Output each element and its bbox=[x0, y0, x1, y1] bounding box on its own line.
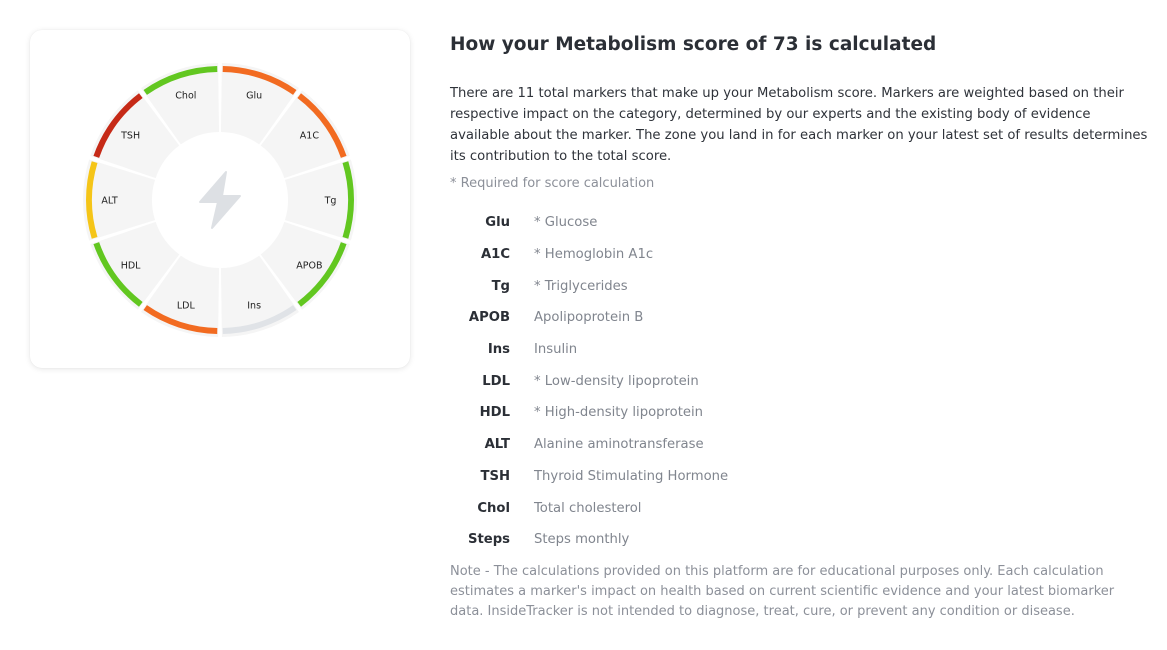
score-explanation-panel: How your Metabolism score of 73 is calcu… bbox=[450, 30, 1150, 622]
wheel-label-tg: Tg bbox=[324, 196, 337, 207]
wheel-zone-arc-apob bbox=[297, 242, 347, 307]
list-item: LDL * Low-density lipoprotein bbox=[450, 365, 1150, 397]
disclaimer-note: Note - The calculations provided on this… bbox=[450, 563, 1115, 619]
wheel-segment-a1c bbox=[260, 90, 350, 179]
marker-name: * High-density lipoprotein bbox=[534, 405, 704, 421]
marker-list: Glu * Glucose A1C * Hemoglobin A1c Tg * … bbox=[450, 207, 1150, 556]
marker-abbr: Glu bbox=[485, 215, 510, 231]
marker-name: * Triglycerides bbox=[534, 278, 628, 294]
wheel-zone-arc-tsh bbox=[93, 93, 143, 158]
wheel-label-chol: Chol bbox=[175, 90, 196, 101]
marker-name: Thyroid Stimulating Hormone bbox=[534, 468, 729, 484]
wheel-zone-arc-ins bbox=[222, 305, 297, 334]
marker-abbr: Tg bbox=[491, 278, 510, 294]
marker-abbr: ALT bbox=[484, 437, 510, 453]
marker-abbr: Chol bbox=[477, 500, 510, 516]
marker-name: Insulin bbox=[534, 342, 578, 358]
score-wheel-card: Glu A1C Tg APOB Ins LDL HDL ALT TSH Chol bbox=[30, 30, 410, 368]
wheel-label-glu: Glu bbox=[246, 90, 262, 101]
marker-abbr: Ins bbox=[487, 342, 510, 358]
marker-name: * Hemoglobin A1c bbox=[534, 247, 654, 263]
score-description: There are 11 total markers that make up … bbox=[450, 86, 1148, 164]
wheel-zone-arc-hdl bbox=[93, 242, 143, 307]
marker-name: Apolipoprotein B bbox=[534, 310, 644, 326]
marker-abbr: LDL bbox=[482, 373, 510, 389]
marker-name: Steps monthly bbox=[534, 532, 630, 548]
page-title: How your Metabolism score of 73 is calcu… bbox=[450, 34, 937, 55]
marker-name: * Low-density lipoprotein bbox=[534, 373, 699, 389]
marker-name: Alanine aminotransferase bbox=[534, 437, 704, 453]
marker-abbr: APOB bbox=[468, 310, 510, 326]
wheel-segment-apob bbox=[260, 221, 350, 310]
wheel-label-a1c: A1C bbox=[300, 131, 320, 142]
wheel-zone-arc-chol bbox=[143, 66, 218, 95]
list-item: TSH Thyroid Stimulating Hormone bbox=[450, 461, 1150, 493]
wheel-zone-arc-alt bbox=[86, 161, 98, 239]
lightning-icon bbox=[199, 171, 241, 229]
score-wheel: Glu A1C Tg APOB Ins LDL HDL ALT TSH Chol bbox=[83, 63, 357, 337]
list-item: Chol Total cholesterol bbox=[450, 492, 1150, 524]
list-item: ALT Alanine aminotransferase bbox=[450, 429, 1150, 461]
marker-name: Total cholesterol bbox=[534, 500, 642, 516]
wheel-label-apob: APOB bbox=[296, 260, 322, 271]
marker-abbr: A1C bbox=[480, 247, 510, 263]
required-note: * Required for score calculation bbox=[450, 176, 655, 191]
list-item: A1C * Hemoglobin A1c bbox=[450, 239, 1150, 271]
wheel-segment-alt bbox=[83, 159, 156, 241]
list-item: Steps Steps monthly bbox=[450, 524, 1150, 556]
marker-name: * Glucose bbox=[534, 215, 598, 231]
marker-abbr: HDL bbox=[479, 405, 510, 421]
wheel-label-hdl: HDL bbox=[121, 260, 141, 271]
list-item: APOB Apolipoprotein B bbox=[450, 302, 1150, 334]
wheel-label-ins: Ins bbox=[247, 301, 261, 312]
wheel-zone-arc-glu bbox=[222, 66, 297, 95]
list-item: Ins Insulin bbox=[450, 334, 1150, 366]
marker-abbr: TSH bbox=[480, 468, 510, 484]
wheel-zone-arc-a1c bbox=[297, 93, 347, 158]
wheel-zone-arc-ldl bbox=[143, 305, 218, 334]
marker-abbr: Steps bbox=[467, 532, 510, 548]
wheel-segment-hdl bbox=[90, 221, 180, 310]
wheel-segment-tg bbox=[284, 159, 357, 241]
wheel-label-tsh: TSH bbox=[120, 131, 140, 142]
list-item: Glu * Glucose bbox=[450, 207, 1150, 239]
wheel-segment-tsh bbox=[90, 90, 180, 179]
wheel-zone-arc-tg bbox=[342, 161, 354, 239]
list-item: HDL * High-density lipoprotein bbox=[450, 397, 1150, 429]
wheel-label-alt: ALT bbox=[101, 196, 117, 207]
wheel-label-ldl: LDL bbox=[177, 301, 196, 312]
list-item: Tg * Triglycerides bbox=[450, 270, 1150, 302]
